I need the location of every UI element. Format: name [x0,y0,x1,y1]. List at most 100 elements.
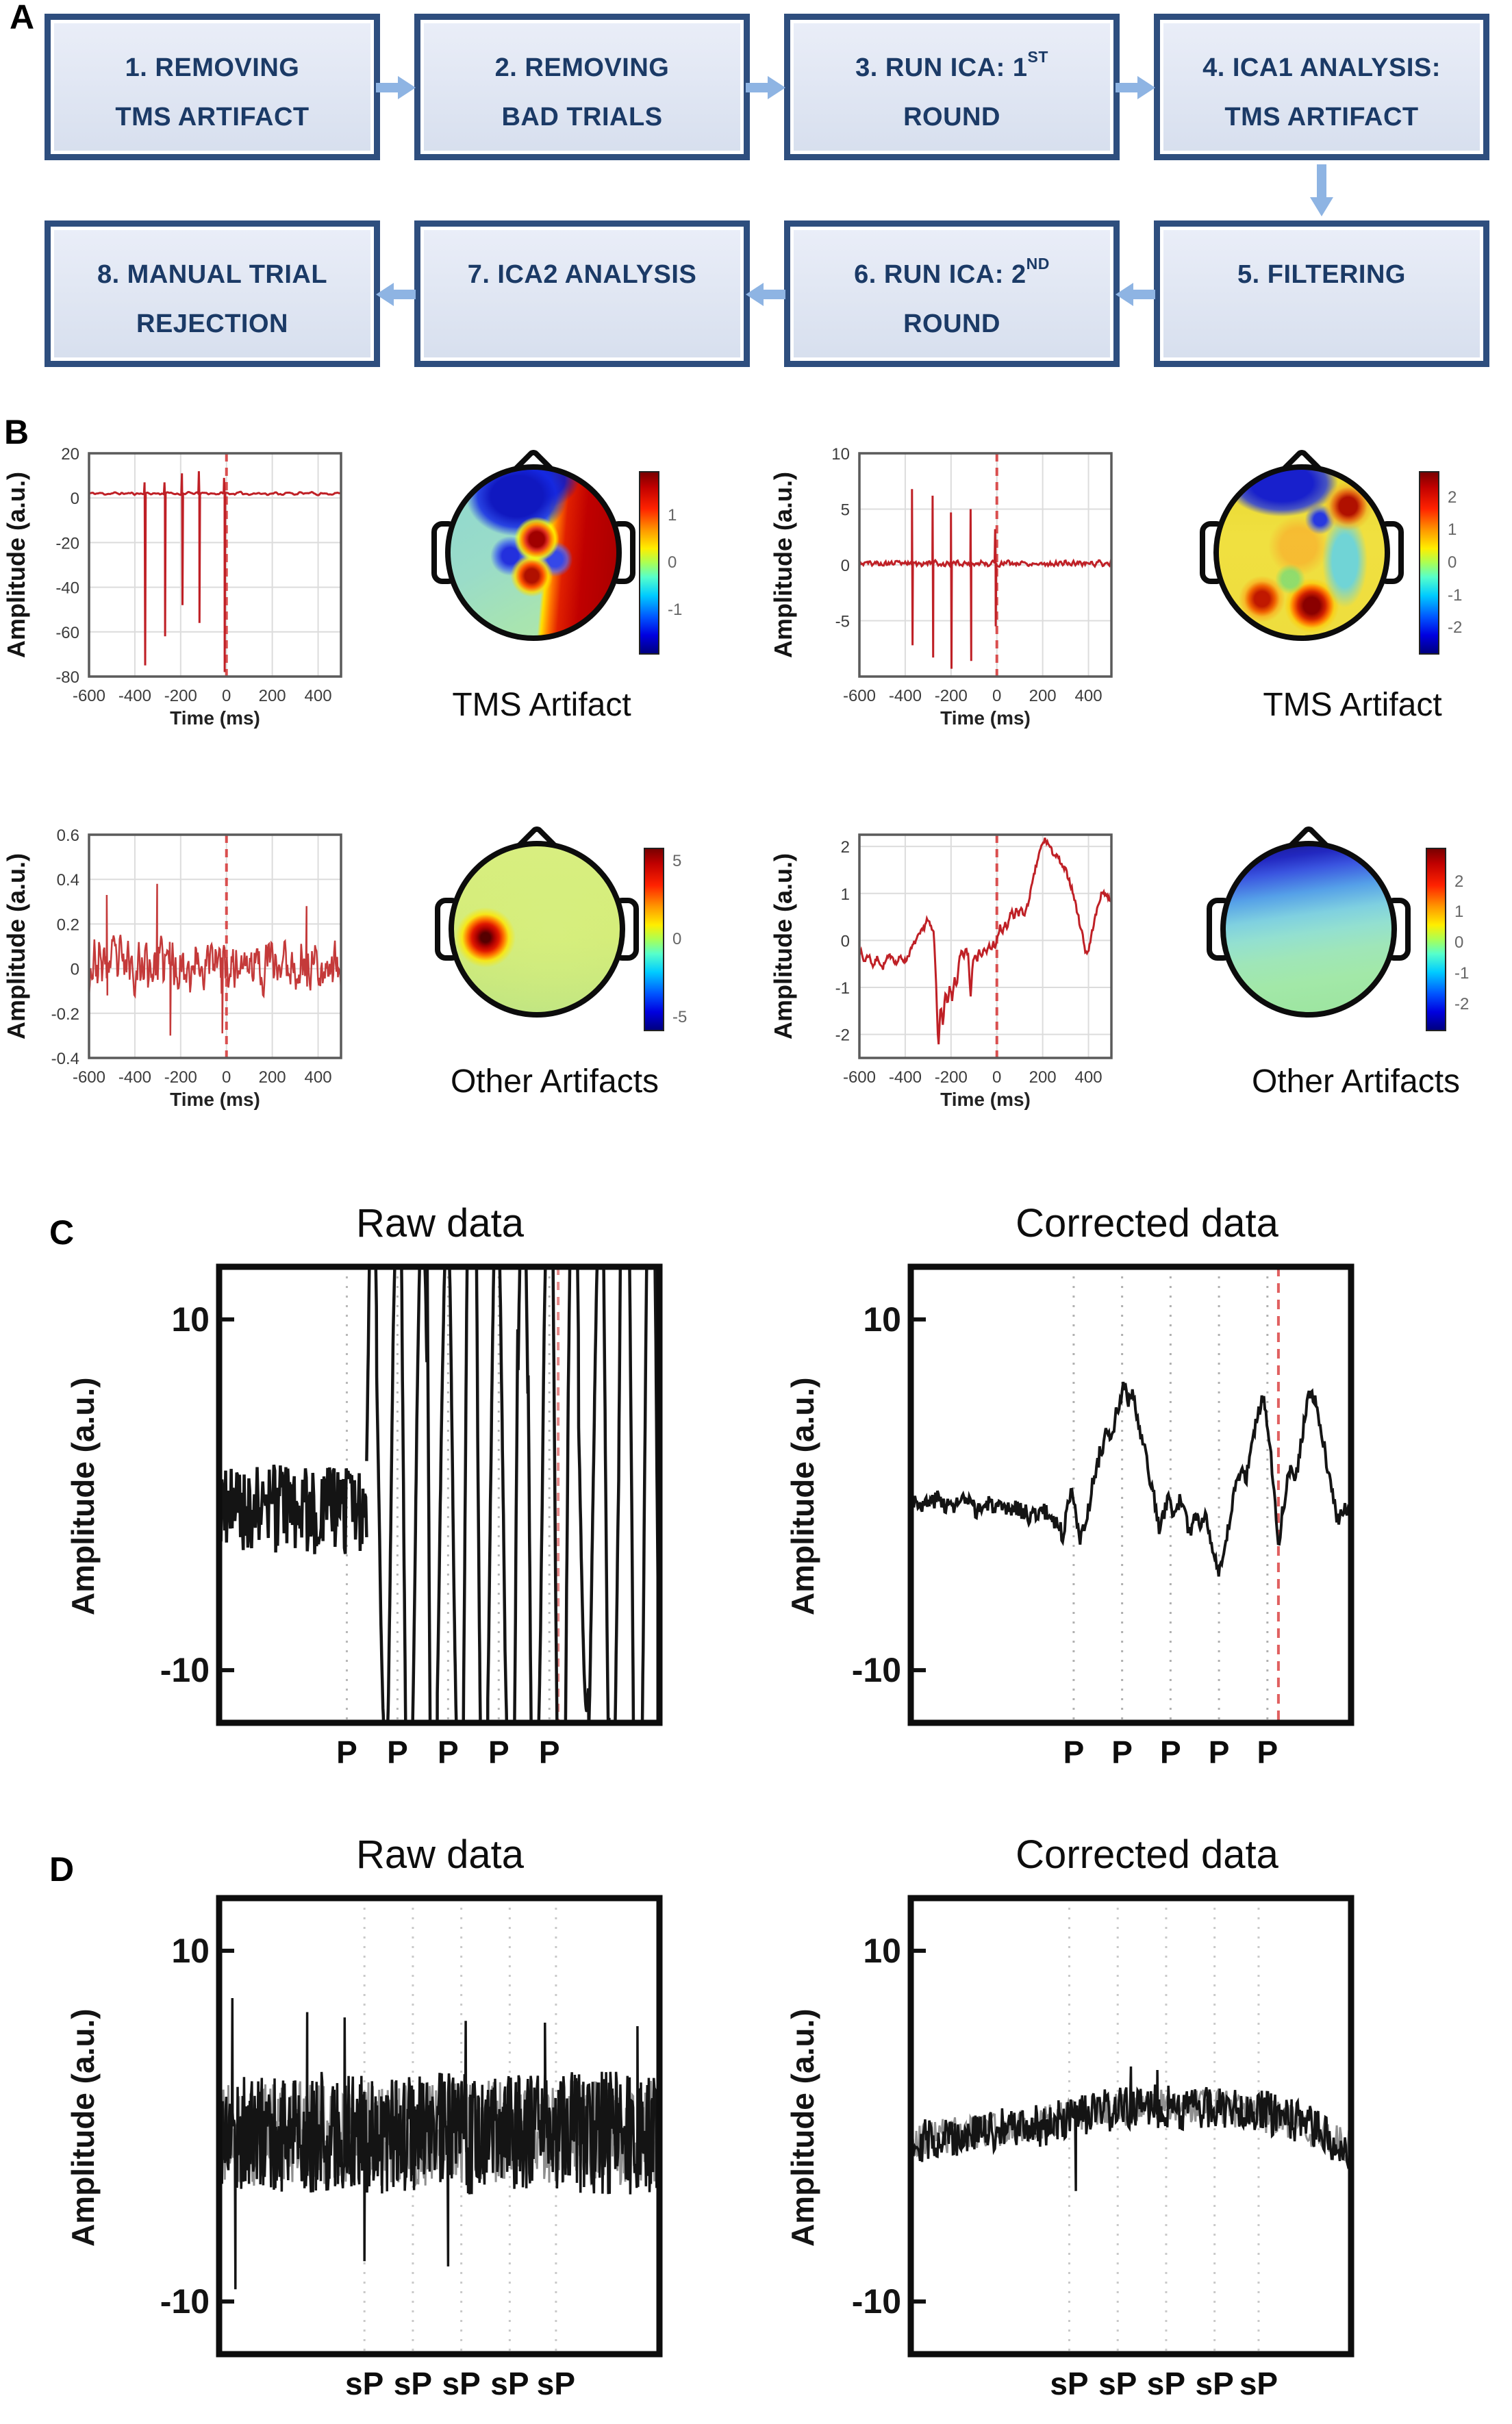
y-tick-label: -10 [852,1651,901,1689]
y-axis-label: Amplitude (a.u.) [65,2008,101,2247]
tms-artifact-component-trace-1: -600 -400 -200 0 200 400 20 0 -20 -40 -60 -80 Time (… [27,444,349,731]
plot-canvas: -600 -400 -200 0 200 400 2 1 0 -1 -2 Time (ms) [835,833,1113,1110]
x-axis-label: Time (ms) [170,1089,260,1110]
colorbar-tick-label: -2 [1448,618,1463,637]
colorbar-tick-label: 0 [1448,553,1457,572]
flow-step-4: 4. ICA1 ANALYSIS: TMS ARTIFACT [1154,14,1489,160]
topomap-scalp [1213,464,1390,641]
y-axis-label: Amplitude (a.u.) [769,853,797,1039]
x-tick-label: 0 [992,687,1001,705]
flow-step-2-text: 2. REMOVING [494,53,670,82]
plot-border [858,833,1113,1059]
signal-trace [89,883,341,1036]
panel-d-label: D [49,1850,75,1889]
x-axis-label: Time (ms) [940,1089,1031,1110]
colorbar-tick-label: 0 [672,930,682,948]
arrow-left-icon [376,283,416,306]
colorbar-tick-label: 5 [672,852,682,871]
x-tick-label: -200 [164,687,197,705]
event-marker-label: sP [1195,2366,1234,2401]
plot-title: Corrected data [1016,1832,1278,1877]
corrected-data-plot-c: 10 -10 P P P P P [849,1259,1359,1768]
flow-step-1: 1. REMOVING TMS ARTIFACT [45,14,380,160]
topomap-caption: Other Artifacts [1251,1063,1461,1100]
y-tick-label: -10 [160,1651,210,1689]
flow-step-7: 7. ICA2 ANALYSIS [414,220,750,367]
signal-trace [911,1381,1351,1577]
y-axis-label: Amplitude (a.u.) [785,2008,820,2247]
colorbar-tick-label: 1 [1448,520,1457,540]
y-tick-label: 10 [171,1300,210,1339]
y-tick-label: 0.2 [57,916,79,934]
flow-step-2: 2. REMOVING BAD TRIALS [414,14,750,160]
panel-c-label: C [49,1213,75,1252]
y-tick-label: 2 [841,838,850,857]
plot-border [88,833,342,1059]
signal-trace [911,2066,1351,2191]
flow-step-8-text: 8. MANUAL TRIAL [97,260,328,289]
topomap-scalp [1220,841,1397,1018]
event-marker-label: sP [536,2366,576,2401]
y-tick-label: 0 [71,490,79,508]
y-tick-label: 10 [831,445,850,464]
x-tick-label: 0 [222,1068,231,1087]
y-tick-label: 10 [863,1932,901,1970]
plot-canvas: 10 -10 [160,1263,663,1726]
colorbar: 2 1 0 -1 -2 [1419,471,1462,655]
event-marker-label: sP [1146,2366,1186,2401]
event-marker-label: P [538,1734,560,1770]
plot-title: Corrected data [1016,1201,1278,1246]
event-marker-label: P [488,1734,509,1770]
colorbar-tick-label: 2 [1448,488,1457,507]
y-tick-label: -80 [55,668,79,687]
topomap-caption: TMS Artifact [1263,687,1442,723]
plot-title: Raw data [355,1201,525,1246]
x-tick-label: 200 [1029,1068,1057,1087]
y-tick-label: -2 [835,1026,850,1045]
y-tick-label: 5 [841,501,850,520]
y-tick-label: 1 [841,885,850,904]
x-tick-label: -400 [889,687,922,705]
y-tick-label: 0 [841,932,850,950]
flow-step-5-text: 5. FILTERING [1237,260,1406,289]
panel-a-label: A [10,0,35,36]
colorbar-tick-label: 1 [668,506,677,525]
signal-trace [859,837,1111,1045]
colorbar-tick-label: -1 [668,600,683,619]
event-marker-label: sP [1098,2366,1137,2401]
y-tick-label: -10 [160,2282,210,2321]
y-axis-label: Amplitude (a.u.) [769,472,797,658]
event-marker-label: P [438,1734,459,1770]
flow-step-1-text: 1. REMOVING [125,53,300,82]
plot-border [216,1263,663,1726]
y-axis-label: Amplitude (a.u.) [785,1377,820,1615]
plot-border [216,1895,663,2358]
flow-step-4-text: 4. ICA1 ANALYSIS: [1202,53,1441,82]
arrow-right-icon [376,76,416,99]
flow-step-6-text: 6. RUN ICA: 2ND [854,255,1050,289]
tms-artifact-component-trace-2: -600 -400 -200 0 200 400 10 5 0 -5 Time (ms) [798,444,1120,731]
colorbar-tick-label: -2 [1454,995,1470,1014]
x-tick-label: 0 [992,1068,1001,1087]
x-tick-label: 400 [305,1068,332,1087]
colorbar-ticks: 2 1 0 -1 -2 [1448,472,1482,653]
colorbar-tick-label: -1 [1448,585,1463,605]
y-tick-label: -40 [55,579,79,598]
flow-step-8: 8. MANUAL TRIAL REJECTION [45,220,380,367]
event-marker-label: sP [442,2366,481,2401]
signal-trace [859,489,1111,669]
event-marker-label: sP [1050,2366,1089,2401]
x-tick-label: -200 [935,1068,968,1087]
event-marker-label: P [1160,1734,1181,1770]
plot-canvas: 10 -10 [852,1263,1354,1726]
x-tick-label: -200 [935,687,968,705]
topomap-caption: TMS Artifact [452,687,631,723]
x-tick-label: 400 [305,687,332,705]
plot-canvas: 10 -10 [160,1895,663,2358]
event-marker-label: P [1208,1734,1230,1770]
colorbar-ticks: 5 0 -5 [672,849,707,1030]
other-artifact-component-trace-1: -600 -400 -200 0 200 400 0.6 0.4 0.2 0 -0.2 -0.4 Tim… [27,825,349,1113]
plot-border [907,1263,1354,1726]
